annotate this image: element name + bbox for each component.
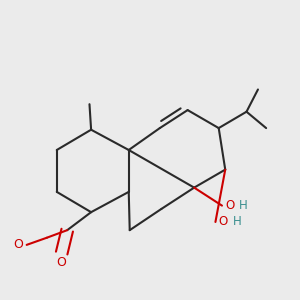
Text: H: H [239,199,248,212]
Text: O: O [219,215,228,229]
Text: O: O [225,199,235,212]
Text: O: O [57,256,67,269]
Text: O: O [14,238,23,251]
Text: H: H [232,215,241,229]
